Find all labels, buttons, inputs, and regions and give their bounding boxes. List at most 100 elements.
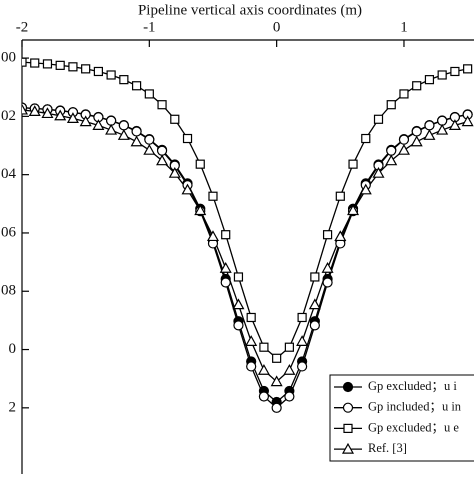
y-tick-label: 08 bbox=[1, 283, 16, 299]
marker bbox=[335, 191, 345, 201]
marker bbox=[246, 312, 256, 323]
marker bbox=[233, 320, 244, 331]
marker bbox=[246, 361, 257, 372]
marker bbox=[272, 353, 282, 363]
marker bbox=[144, 89, 154, 99]
marker bbox=[410, 135, 423, 147]
marker bbox=[221, 230, 231, 240]
marker bbox=[22, 103, 29, 115]
marker bbox=[208, 191, 218, 201]
marker bbox=[181, 183, 194, 195]
marker bbox=[423, 129, 436, 140]
marker bbox=[28, 105, 41, 117]
marker bbox=[41, 107, 54, 119]
marker bbox=[68, 62, 78, 72]
marker bbox=[195, 159, 205, 169]
marker bbox=[270, 375, 283, 387]
marker bbox=[30, 58, 40, 68]
marker bbox=[219, 261, 232, 273]
marker bbox=[359, 183, 372, 195]
marker bbox=[334, 230, 347, 242]
marker bbox=[170, 114, 180, 124]
marker bbox=[257, 364, 270, 375]
marker bbox=[398, 134, 410, 145]
x-axis-label: Pipeline vertical axis coordinates (m) bbox=[138, 2, 362, 18]
marker bbox=[310, 272, 320, 282]
marker bbox=[232, 298, 245, 310]
marker bbox=[55, 60, 65, 70]
marker bbox=[437, 70, 447, 80]
marker bbox=[412, 81, 422, 91]
marker bbox=[296, 335, 309, 346]
marker bbox=[347, 204, 360, 216]
marker bbox=[297, 312, 307, 323]
legend-marker bbox=[341, 442, 355, 454]
marker bbox=[259, 342, 269, 352]
marker bbox=[450, 66, 460, 77]
legend-marker bbox=[342, 402, 354, 413]
marker bbox=[156, 154, 169, 166]
marker bbox=[411, 126, 422, 137]
marker bbox=[321, 261, 334, 273]
marker bbox=[93, 66, 103, 77]
marker bbox=[297, 361, 308, 372]
x-tick-label: 0 bbox=[273, 19, 281, 35]
marker bbox=[79, 115, 92, 127]
marker bbox=[424, 75, 435, 85]
marker bbox=[233, 272, 244, 282]
marker bbox=[182, 133, 193, 144]
marker bbox=[448, 119, 461, 131]
marker bbox=[220, 277, 231, 288]
legend-marker bbox=[343, 423, 353, 433]
marker bbox=[385, 154, 398, 166]
series-line bbox=[22, 61, 468, 360]
marker bbox=[309, 320, 320, 331]
marker bbox=[117, 129, 130, 140]
y-tick-label: 06 bbox=[1, 224, 17, 240]
marker bbox=[245, 335, 258, 346]
marker bbox=[157, 100, 167, 110]
marker bbox=[284, 342, 294, 352]
y-tick-label: 0 bbox=[9, 341, 17, 357]
marker bbox=[361, 133, 371, 144]
marker bbox=[119, 75, 129, 85]
marker bbox=[271, 402, 282, 413]
x-tick-label: -1 bbox=[143, 19, 156, 35]
y-tick-label: 2 bbox=[9, 399, 17, 415]
marker bbox=[156, 145, 168, 156]
marker bbox=[143, 143, 156, 155]
marker bbox=[194, 204, 207, 216]
plot-area bbox=[22, 57, 474, 413]
marker bbox=[130, 135, 143, 147]
marker bbox=[106, 70, 116, 80]
marker bbox=[373, 114, 384, 124]
marker bbox=[386, 100, 396, 110]
marker bbox=[168, 166, 181, 178]
marker bbox=[81, 64, 91, 74]
marker bbox=[131, 81, 142, 91]
marker bbox=[42, 59, 53, 69]
marker bbox=[308, 298, 321, 310]
marker bbox=[206, 230, 220, 242]
marker bbox=[144, 134, 155, 145]
y-tick-label: 04 bbox=[1, 166, 17, 182]
x-tick-label: 1 bbox=[400, 19, 408, 35]
y-tick-label: 02 bbox=[1, 108, 16, 124]
marker bbox=[322, 277, 333, 288]
marker bbox=[399, 89, 409, 99]
marker bbox=[66, 112, 79, 124]
legend-label: Gp excluded；u e bbox=[368, 420, 459, 434]
marker bbox=[397, 143, 410, 155]
marker bbox=[22, 57, 27, 67]
legend-label: Gp included；u in bbox=[368, 400, 462, 414]
marker bbox=[386, 145, 397, 156]
marker bbox=[118, 120, 129, 131]
marker bbox=[54, 109, 67, 121]
marker bbox=[348, 159, 358, 169]
marker bbox=[283, 364, 296, 375]
marker bbox=[461, 115, 474, 127]
marker bbox=[372, 166, 385, 178]
legend-label: Gp excluded；u i bbox=[368, 379, 457, 393]
marker bbox=[436, 123, 449, 135]
